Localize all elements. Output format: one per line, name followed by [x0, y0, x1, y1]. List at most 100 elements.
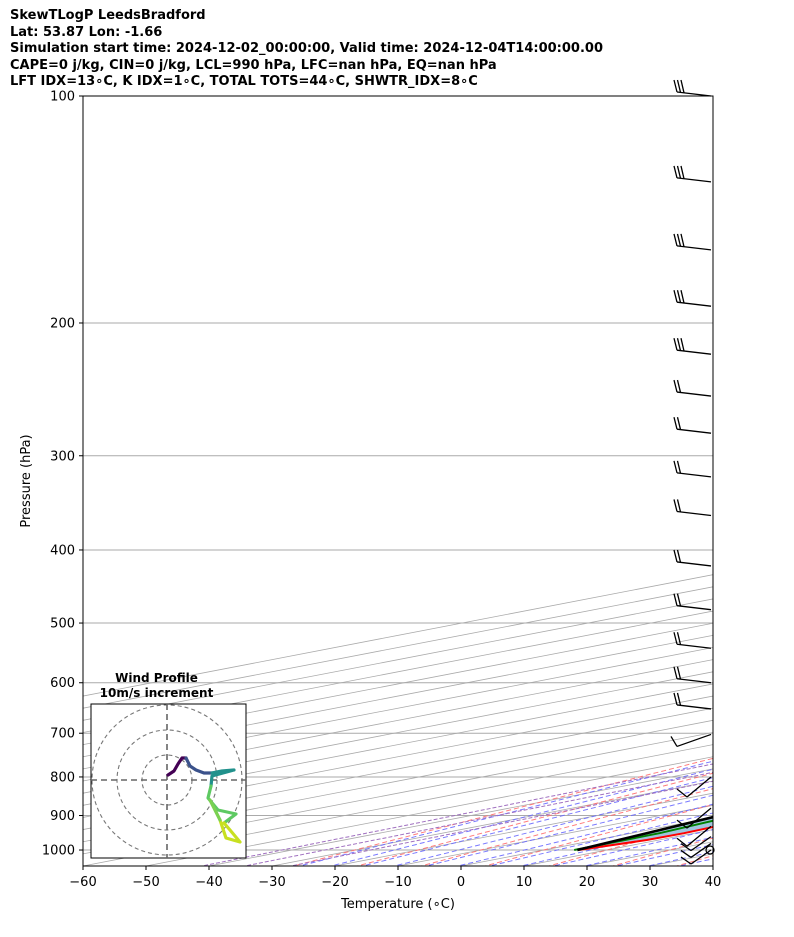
hodograph-trace — [206, 784, 238, 825]
hodograph-trace — [208, 798, 222, 822]
y-tick-label: 100 — [50, 90, 75, 105]
wind-barbs — [670, 79, 715, 865]
parcel-profile — [576, 815, 713, 852]
isotherm-gridline — [397, 804, 713, 866]
chart-header: SkewTLogP LeedsBradford Lat: 53.87 Lon: … — [10, 8, 603, 91]
y-tick-label: 300 — [50, 449, 75, 464]
x-tick-label: −40 — [195, 875, 222, 890]
y-tick-label: 800 — [50, 770, 75, 785]
calm-wind-circle — [705, 845, 715, 855]
wind-barb — [680, 836, 712, 852]
time-line: Simulation start time: 2024-12-02_00:00:… — [10, 41, 603, 56]
moist-adiabat — [297, 760, 713, 866]
x-tick-label: −60 — [69, 875, 96, 890]
dry-adiabat — [483, 804, 713, 866]
isotherm-gridline — [649, 853, 713, 866]
wind-barb — [676, 825, 712, 847]
wind-barb — [673, 549, 712, 567]
index-line: LFT IDX=13∘C, K IDX=1∘C, TOTAL TOTS=44∘C… — [10, 74, 478, 89]
wind-barb — [673, 290, 712, 307]
wind-barb — [673, 338, 712, 355]
isotherm-gridline — [83, 707, 713, 830]
isotherm-gridline — [83, 671, 713, 794]
dry-adiabat — [355, 772, 713, 866]
axes: −60 −50 −40 −30 −20 −10 0 10 20 30 40 100 200 300 400 5… — [19, 90, 721, 913]
dry-adiabat — [291, 757, 713, 866]
wind-barb — [680, 842, 712, 858]
moist-adiabat — [708, 865, 713, 866]
x-tick-label: −20 — [321, 875, 348, 890]
mixing-ratio-line — [288, 780, 713, 866]
inset-plot — [91, 704, 246, 858]
cape-cin-shading — [577, 817, 713, 850]
moist-adiabat — [424, 794, 713, 866]
isotherm-gridline — [460, 817, 713, 866]
wind-barb — [676, 776, 712, 798]
x-axis-label: Temperature (∘C) — [340, 897, 455, 912]
y-tick-label: 900 — [50, 809, 75, 824]
wind-barb — [673, 79, 712, 97]
wind-barb — [673, 499, 712, 517]
hodograph-trace — [184, 756, 214, 775]
x-tick-label: 20 — [579, 875, 596, 890]
data-layer — [574, 815, 713, 852]
inset-subtitle: 10m/s increment — [100, 686, 214, 700]
wind-barb — [673, 666, 712, 684]
wind-barb — [673, 233, 712, 251]
x-tick-label: 10 — [516, 875, 533, 890]
moist-adiabat — [455, 803, 713, 866]
dewpoint-profile — [574, 819, 713, 851]
x-tick-label: 40 — [705, 875, 722, 890]
dry-adiabat — [547, 820, 713, 866]
moist-adiabat — [645, 851, 713, 866]
moist-adiabat — [614, 844, 713, 866]
y-axis-label: Pressure (hPa) — [19, 434, 34, 527]
cape-line: CAPE=0 j/kg, CIN=0 j/kg, LCL=990 hPa, LF… — [10, 57, 497, 73]
wind-barb — [676, 807, 712, 829]
y-tick-label: 700 — [50, 727, 75, 742]
wind-barb — [673, 632, 712, 649]
x-tick-label: −30 — [258, 875, 285, 890]
moist-adiabat — [360, 777, 713, 866]
wind-barb — [680, 849, 712, 865]
x-tick-label: 0 — [457, 875, 465, 890]
y-tick-label: 200 — [50, 316, 75, 331]
isotherm-gridline — [712, 865, 713, 866]
x-tick-label: −10 — [384, 875, 411, 890]
hodograph-trace — [166, 756, 188, 777]
y-tick-label: 1000 — [42, 844, 75, 859]
isotherm-gridline — [776, 96, 794, 866]
y-tick-label: 600 — [50, 676, 75, 691]
dry-adiabat — [730, 79, 794, 869]
x-tick-label: 30 — [642, 875, 659, 890]
dry-adiabat — [611, 837, 713, 866]
chart-title: SkewTLogP LeedsBradford — [10, 8, 206, 23]
y-tick-label: 400 — [50, 543, 75, 558]
wind-barb — [670, 733, 712, 748]
mixing-ratio-line — [242, 771, 713, 866]
isotherm-gridline — [523, 829, 713, 866]
wind-barb — [673, 460, 712, 478]
location-line: Lat: 53.87 Lon: -1.66 — [10, 24, 163, 40]
y-tick-label: 500 — [50, 617, 75, 632]
isotherm-gridline — [83, 659, 713, 782]
isotherm-gridline — [83, 695, 713, 818]
moist-adiabat — [392, 785, 713, 866]
hodograph-trace — [209, 768, 236, 788]
hodograph-trace — [218, 818, 242, 844]
x-tick-label: −50 — [132, 875, 159, 890]
wind-barb — [673, 379, 712, 397]
wind-barb — [673, 165, 712, 183]
isotherm-gridline — [83, 719, 713, 843]
isotherm-gridline — [334, 792, 713, 866]
moist-adiabat — [487, 812, 713, 866]
isotherm-gridline — [208, 768, 713, 866]
moist-adiabat — [519, 820, 713, 866]
temperature-profile — [578, 826, 713, 851]
wind-barb — [673, 417, 712, 434]
dry-adiabat — [419, 788, 713, 866]
moist-adiabat — [677, 858, 713, 866]
inset-title: Wind Profile — [115, 671, 198, 685]
